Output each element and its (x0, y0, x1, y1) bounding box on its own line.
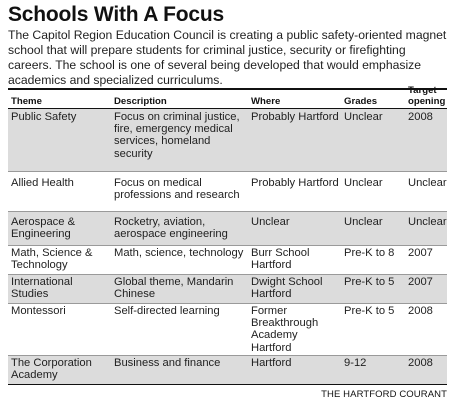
cell-description: Rocketry, aviation, aerospace engineerin… (114, 216, 228, 241)
cell-description: Math, science, technology (114, 247, 244, 259)
row-divider (8, 303, 447, 304)
cell-target: Unclear (408, 216, 447, 228)
intro-text: The Capitol Region Education Council is … (8, 28, 447, 87)
row-divider (8, 355, 447, 356)
cell-theme: Allied Health (11, 177, 74, 189)
cell-target: 2008 (408, 357, 433, 369)
cell-grades: Unclear (344, 177, 383, 189)
table-row: Public Safety Focus on criminal justice,… (8, 109, 447, 172)
bottom-rule (8, 384, 447, 385)
cell-description: Self-directed learning (114, 305, 220, 317)
table-row: Math, Science & Technology Math, science… (8, 246, 447, 275)
header-rule (8, 108, 447, 109)
cell-theme: International Studies (11, 276, 73, 301)
table-row: Montessori Self-directed learning Former… (8, 304, 447, 356)
cell-grades: 9-12 (344, 357, 367, 369)
row-divider (8, 274, 447, 275)
cell-target: 2007 (408, 276, 433, 288)
cell-grades: Pre-K to 5 (344, 276, 395, 288)
header-where: Where (251, 96, 281, 107)
table-row: Aerospace & Engineering Rocketry, aviati… (8, 212, 447, 246)
row-divider (8, 245, 447, 246)
cell-where: Former Breakthrough Academy Hartford (251, 305, 319, 354)
cell-theme: Math, Science & Technology (11, 247, 93, 272)
cell-target: Unclear (408, 177, 447, 189)
cell-target: 2008 (408, 111, 433, 123)
cell-grades: Unclear (344, 111, 383, 123)
source-credit: THE HARTFORD COURANT (321, 389, 447, 400)
cell-where: Probably Hartford (251, 111, 339, 123)
cell-where: Probably Hartford (251, 177, 339, 189)
cell-where: Dwight School Hartford (251, 276, 323, 301)
top-rule (8, 88, 447, 90)
cell-grades: Pre-K to 5 (344, 305, 395, 317)
cell-description: Business and finance (114, 357, 221, 369)
cell-description: Global theme, Mandarin Chinese (114, 276, 234, 301)
header-target-opening: Target opening (408, 85, 445, 107)
cell-theme: Aerospace & Engineering (11, 216, 76, 241)
table-row: International Studies Global theme, Mand… (8, 275, 447, 304)
header-target-line2: opening (408, 96, 446, 107)
header-grades: Grades (344, 96, 378, 107)
cell-theme: The Corporation Academy (11, 357, 92, 382)
cell-target: 2007 (408, 247, 433, 259)
cell-theme: Montessori (11, 305, 66, 317)
cell-description: Focus on criminal justice, fire, emergen… (114, 111, 240, 160)
cell-where: Hartford (251, 357, 292, 369)
row-divider (8, 171, 447, 172)
cell-where: Unclear (251, 216, 290, 228)
header-description: Description (114, 96, 167, 107)
table-row: Allied Health Focus on medical professio… (8, 172, 447, 212)
row-divider (8, 211, 447, 212)
cell-where: Burr School Hartford (251, 247, 310, 272)
cell-description: Focus on medical professions and researc… (114, 177, 240, 202)
cell-theme: Public Safety (11, 111, 77, 123)
header-target-line1: Target (408, 85, 437, 96)
page-title: Schools With A Focus (8, 3, 224, 26)
cell-grades: Unclear (344, 216, 383, 228)
table-row: The Corporation Academy Business and fin… (8, 356, 447, 384)
cell-target: 2008 (408, 305, 433, 317)
cell-grades: Pre-K to 8 (344, 247, 395, 259)
header-theme: Theme (11, 96, 42, 107)
